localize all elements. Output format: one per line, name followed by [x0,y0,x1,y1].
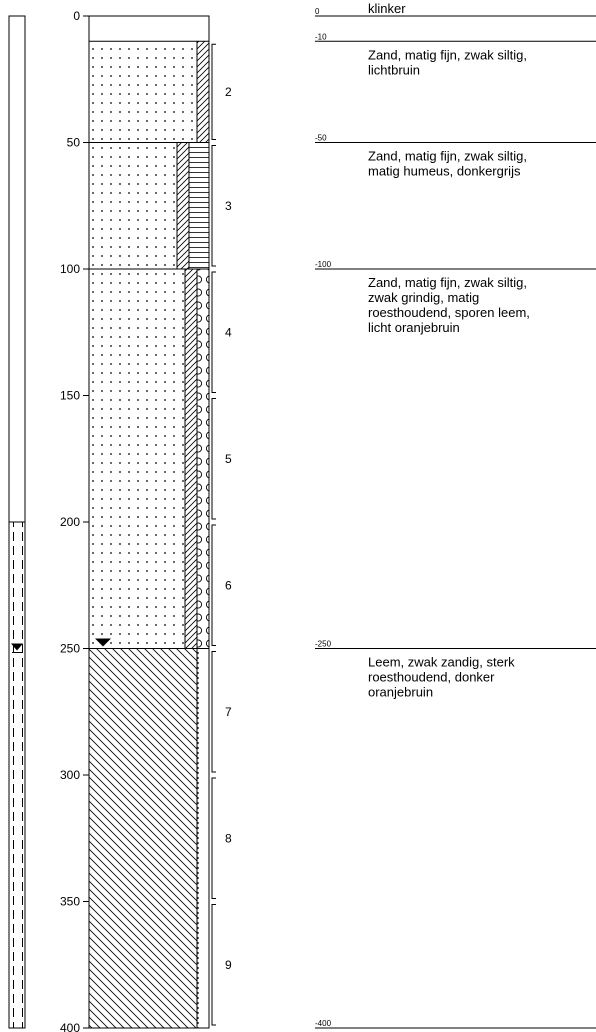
layer-admixture-silt [177,142,189,269]
sample-label: 9 [225,958,232,972]
layer-top-depth: -100 [315,260,332,269]
depth-tick-label: 250 [60,642,80,656]
layer-description-line: roesthoudend, sporen leem, [368,305,530,320]
layer-admixture-humus [189,142,209,269]
layer-description-line: roesthoudend, donker [368,670,495,685]
sample-bracket [211,651,216,773]
sample-label: 2 [225,85,232,99]
sample-label: 6 [225,578,232,592]
lithology-column [88,15,210,1029]
casing-filter-screen [8,521,26,1029]
sample-label: 4 [225,325,232,339]
sample-bracket [211,524,216,646]
layer-description-line: klinker [368,1,406,16]
layer-description-line: Leem, zwak zandig, sterk [368,655,515,670]
groundwater-marker-column [95,638,111,647]
sample-bracket [211,904,216,1026]
depth-tick-label: 200 [60,515,80,529]
layer-description-line: lichtbruin [368,62,420,77]
layer-top-depth: -400 [315,1019,332,1028]
depth-tick-label: 50 [67,136,81,150]
depth-tick-label: 300 [60,768,80,782]
layer-fill-sand [89,41,197,143]
casing-blind-section [8,15,26,523]
layer-admixture-silt [197,41,209,143]
layer-description-line: Zand, matig fijn, zwak siltig, [368,47,527,62]
layer-admixture-silt [185,269,197,649]
layer-top-depth: -50 [315,134,327,143]
well-casing [8,15,26,1029]
sample-label: 5 [225,452,232,466]
sample-intervals: 2 3 4 5 6 7 8 9 [211,43,232,1026]
layer-fill-sand [89,269,185,649]
layer-description-line: matig humeus, donkergrijs [368,164,521,179]
layer-fill-blank [89,16,209,42]
depth-tick-label: 0 [73,9,80,23]
layer-descriptions: 0 klinker -10 Zand, matig fijn, zwak siltig… [315,1,596,1029]
sample-bracket [211,271,216,393]
layer-top-depth: 0 [315,7,320,16]
sample-bracket [211,145,216,267]
layer-admixture-gravel [197,269,209,649]
depth-tick-label: 150 [60,389,80,403]
layer-description-line: oranjebruin [368,685,433,700]
groundwater-markers [11,638,111,653]
layer-fill-loam [89,648,197,1028]
sample-bracket [211,777,216,899]
layer-description-line: zwak grindig, matig [368,290,479,305]
layer-top-depth: -250 [315,640,332,649]
depth-tick-label: 350 [60,895,80,909]
depth-tick-label: 400 [60,1021,80,1032]
groundwater-marker-casing [11,643,23,651]
layer-top-depth: -10 [315,32,327,41]
layer-description-line: Zand, matig fijn, zwak siltig, [368,149,527,164]
depth-axis: 0 50 100 150 200 250 300 350 400 [60,9,89,1032]
layer-admixture-sand [197,648,209,1028]
layer-fill-sand [89,142,177,269]
layer-description-line: licht oranjebruin [368,320,460,335]
sample-bracket [211,398,216,520]
sample-label: 3 [225,199,232,213]
sample-label: 8 [225,831,232,845]
layer-description-line: Zand, matig fijn, zwak siltig, [368,275,527,290]
sample-bracket [211,43,216,140]
depth-tick-label: 100 [60,262,80,276]
sample-label: 7 [225,705,232,719]
